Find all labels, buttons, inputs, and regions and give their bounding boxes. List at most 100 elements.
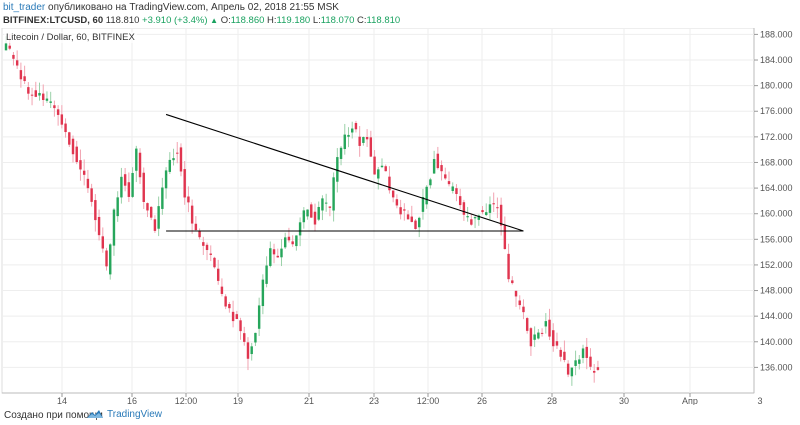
candle-body bbox=[231, 311, 235, 322]
candle-body bbox=[499, 204, 503, 226]
open-label: O: bbox=[220, 15, 231, 26]
candle-body bbox=[365, 137, 369, 140]
candle-body bbox=[324, 202, 328, 204]
high-label: H: bbox=[267, 15, 277, 26]
candle-body bbox=[339, 147, 343, 159]
candle-body bbox=[235, 314, 239, 319]
candle-body bbox=[131, 172, 134, 197]
candle-body bbox=[306, 209, 309, 217]
y-tick-label: 144.000 bbox=[760, 311, 793, 321]
x-tick-label: 14 bbox=[57, 396, 67, 405]
candle-body bbox=[351, 128, 354, 133]
candle-body bbox=[581, 348, 585, 358]
candle-body bbox=[86, 178, 90, 189]
candle-body bbox=[343, 134, 346, 150]
candle-body bbox=[45, 98, 49, 101]
x-tick-label: 21 bbox=[304, 396, 314, 405]
candle-body bbox=[280, 248, 283, 258]
candle-body bbox=[473, 217, 477, 219]
plot-background bbox=[1, 27, 755, 394]
candle-body bbox=[399, 207, 402, 215]
chart-header: bit_trader опубликовано на TradingView.c… bbox=[0, 0, 800, 28]
candle-body bbox=[261, 279, 265, 307]
candle-body bbox=[354, 122, 358, 130]
candle-body bbox=[462, 202, 466, 215]
y-tick-label: 176.000 bbox=[760, 106, 793, 116]
candle-body bbox=[161, 187, 164, 209]
x-tick-label: 23 bbox=[369, 396, 379, 405]
candle-body bbox=[321, 198, 324, 211]
x-tick-label: 19 bbox=[233, 396, 243, 405]
candle-body bbox=[466, 216, 469, 218]
y-tick-label: 188.000 bbox=[760, 29, 793, 39]
candle-body bbox=[295, 235, 298, 247]
candle-body bbox=[127, 182, 131, 197]
candle-body bbox=[544, 321, 548, 327]
chart-area[interactable]: 188.000 184.000 180.000 176.000 172.000 168.0… bbox=[0, 27, 800, 406]
candle-body bbox=[109, 244, 112, 275]
candle-body bbox=[265, 265, 268, 284]
candle-body bbox=[291, 241, 294, 245]
candle-body bbox=[347, 134, 350, 137]
y-tick-label: 164.000 bbox=[760, 183, 793, 193]
candle-body bbox=[56, 109, 60, 115]
publish-line: bit_trader опубликовано на TradingView.c… bbox=[3, 2, 339, 13]
candle-body bbox=[19, 70, 23, 80]
candle-body bbox=[391, 190, 395, 198]
candle-body bbox=[71, 138, 75, 155]
candle-body bbox=[153, 219, 157, 231]
candle-body bbox=[269, 248, 272, 266]
candle-body bbox=[458, 196, 462, 206]
candle-body bbox=[228, 303, 231, 309]
y-tick-label: 140.000 bbox=[760, 337, 793, 347]
candle-body bbox=[30, 94, 34, 96]
candle-body bbox=[529, 328, 533, 347]
x-tick-label: 16 bbox=[127, 396, 137, 405]
candle-body bbox=[555, 341, 559, 346]
candle-body bbox=[410, 216, 413, 222]
price-chart[interactable]: 188.000 184.000 180.000 176.000 172.000 168.0… bbox=[0, 27, 800, 406]
candle-body bbox=[149, 206, 153, 218]
candle-body bbox=[298, 222, 302, 236]
y-tick-label: 152.000 bbox=[760, 260, 793, 270]
symbol-name: BITFINEX:LTCUSD, 60 bbox=[3, 15, 104, 26]
candle-body bbox=[42, 93, 45, 101]
author-link[interactable]: bit_trader bbox=[3, 2, 46, 13]
candle-body bbox=[68, 132, 71, 145]
candle-body bbox=[511, 280, 514, 284]
candle-body bbox=[507, 253, 510, 280]
candle-body bbox=[187, 196, 190, 203]
y-tick-label: 136.000 bbox=[760, 362, 793, 372]
candle-body bbox=[15, 60, 19, 66]
candle-body bbox=[254, 332, 257, 343]
candle-body bbox=[537, 332, 540, 339]
candle-body bbox=[418, 217, 421, 228]
close-label: C: bbox=[357, 15, 367, 26]
low-label: L: bbox=[312, 15, 321, 26]
candle-body bbox=[105, 250, 108, 267]
candle-body bbox=[444, 174, 447, 179]
candle-body bbox=[194, 223, 198, 231]
candle-body bbox=[97, 216, 101, 236]
candle-body bbox=[455, 188, 458, 195]
candle-body bbox=[82, 170, 86, 175]
x-tick-label: 30 bbox=[619, 396, 629, 405]
candle-body bbox=[310, 204, 313, 218]
x-tick-label: 28 bbox=[547, 396, 557, 405]
candle-body bbox=[157, 206, 160, 229]
x-tick-label: 12:00 bbox=[175, 396, 198, 405]
candle-body bbox=[592, 370, 596, 373]
tradingview-brand-label: TradingView bbox=[107, 408, 163, 420]
candle-body bbox=[470, 219, 473, 225]
price-change: +3.910 (+3.4%) bbox=[142, 15, 208, 26]
candle-body bbox=[250, 346, 253, 355]
y-tick-label: 156.000 bbox=[760, 234, 793, 244]
candle-body bbox=[220, 286, 224, 294]
candle-body bbox=[485, 212, 488, 215]
x-tick-label: 26 bbox=[477, 396, 487, 405]
candle-body bbox=[440, 165, 443, 172]
tradingview-brand[interactable]: TradingView bbox=[86, 408, 162, 420]
candle-body bbox=[12, 54, 15, 59]
candle-body bbox=[425, 186, 428, 205]
candle-body bbox=[574, 360, 577, 366]
